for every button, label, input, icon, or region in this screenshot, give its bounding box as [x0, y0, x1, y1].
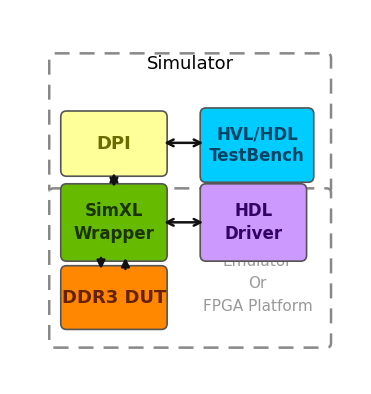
FancyBboxPatch shape: [61, 266, 167, 329]
Text: SimXL
Wrapper: SimXL Wrapper: [73, 203, 154, 243]
FancyBboxPatch shape: [200, 108, 314, 182]
Text: Simulator: Simulator: [147, 55, 234, 73]
FancyBboxPatch shape: [61, 111, 167, 176]
Text: DDR3 DUT: DDR3 DUT: [62, 288, 166, 307]
Text: Emulator
Or
FPGA Platform: Emulator Or FPGA Platform: [203, 254, 313, 314]
FancyBboxPatch shape: [200, 184, 306, 261]
FancyBboxPatch shape: [61, 184, 167, 261]
Text: DPI: DPI: [96, 135, 131, 152]
FancyBboxPatch shape: [49, 188, 331, 348]
FancyBboxPatch shape: [49, 53, 331, 193]
Text: HVL/HDL
TestBench: HVL/HDL TestBench: [209, 125, 305, 165]
Text: HDL
Driver: HDL Driver: [224, 203, 282, 243]
